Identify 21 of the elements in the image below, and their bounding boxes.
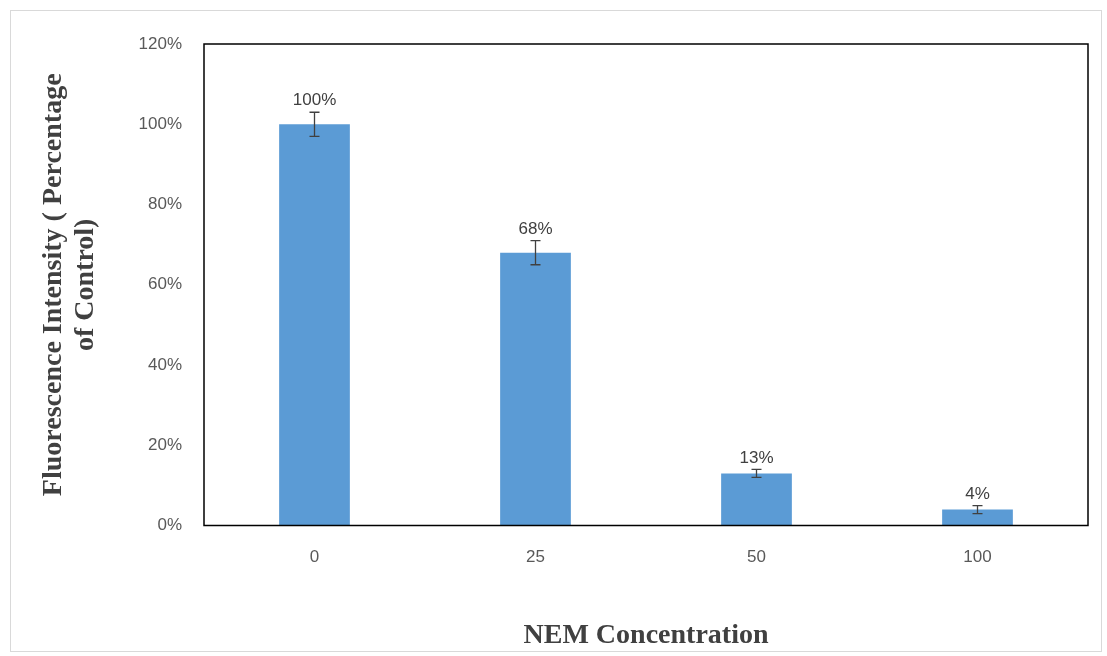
- y-tick-label: 120%: [138, 33, 182, 53]
- bar: [279, 124, 350, 526]
- y-tick-label: 20%: [147, 435, 182, 455]
- x-axis-title: NEM Concentration: [523, 618, 769, 650]
- data-label: 4%: [965, 483, 990, 503]
- x-tick-label: 25: [526, 547, 545, 567]
- y-tick-label: 80%: [147, 194, 182, 214]
- x-tick-label: 50: [747, 547, 766, 567]
- bar: [500, 252, 571, 526]
- data-label: 13%: [739, 447, 774, 467]
- y-tick-label: 100%: [138, 113, 182, 133]
- data-label: 100%: [292, 90, 337, 110]
- y-tick-label: 60%: [147, 274, 182, 294]
- y-tick-label: 40%: [147, 354, 182, 374]
- bar: [721, 473, 792, 526]
- x-tick-label: 100: [963, 547, 992, 567]
- y-tick-label: 0%: [157, 515, 182, 535]
- x-tick-label: 0: [309, 547, 320, 567]
- y-axis-title: Fluorescence Intensity ( Percentage of Control): [36, 73, 100, 497]
- bar: [942, 509, 1013, 526]
- data-label: 68%: [518, 218, 553, 238]
